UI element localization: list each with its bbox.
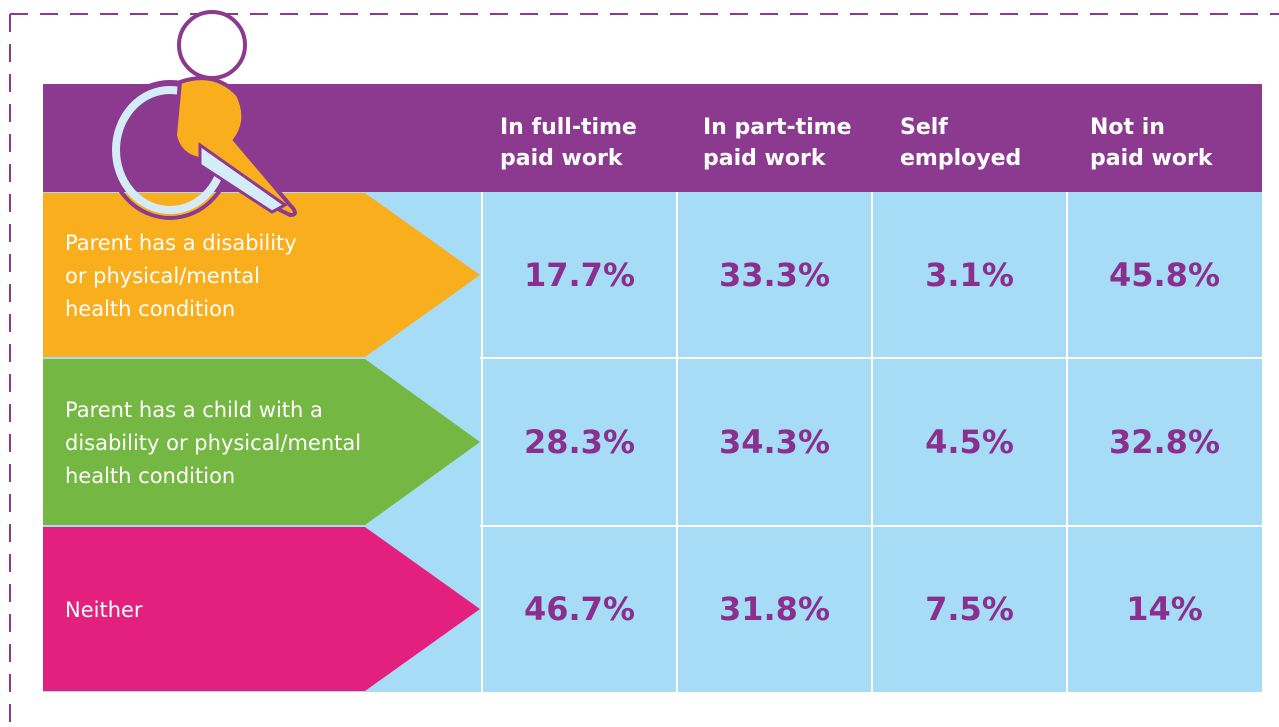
cell-value: 28.3% xyxy=(524,423,635,461)
cell-value: 32.8% xyxy=(1109,423,1220,461)
cell-value: 33.3% xyxy=(719,256,830,294)
row-label: or physical/mental xyxy=(65,264,260,288)
row-arrow xyxy=(43,193,480,357)
row-label: health condition xyxy=(65,464,235,488)
column-header: employed xyxy=(900,146,1021,171)
row-label: health condition xyxy=(65,297,235,321)
cell-value: 4.5% xyxy=(925,423,1014,461)
row-label: Parent has a child with a xyxy=(65,398,323,422)
row-label: Neither xyxy=(65,598,143,622)
cell-value: 17.7% xyxy=(524,256,635,294)
column-header: Self xyxy=(900,115,948,140)
row-label: disability or physical/mental xyxy=(65,431,361,455)
rows xyxy=(43,192,1262,692)
cell-value: 46.7% xyxy=(524,590,635,628)
row-arrow xyxy=(43,359,480,525)
cell-value: 14% xyxy=(1126,590,1203,628)
cell-value: 34.3% xyxy=(719,423,830,461)
column-header: paid work xyxy=(500,146,624,171)
wheelchair-icon xyxy=(106,10,297,220)
row-arrow xyxy=(43,527,480,691)
cell-value: 31.8% xyxy=(719,590,830,628)
column-header: paid work xyxy=(703,146,827,171)
cell-value: 7.5% xyxy=(925,590,1014,628)
column-header: In full-time xyxy=(500,115,637,140)
row-label: Parent has a disability xyxy=(65,231,297,255)
cell-value: 45.8% xyxy=(1109,256,1220,294)
cell-value: 3.1% xyxy=(925,256,1014,294)
column-header: In part-time xyxy=(703,115,852,140)
column-header: paid work xyxy=(1090,146,1214,171)
column-header: Not in xyxy=(1090,115,1165,140)
